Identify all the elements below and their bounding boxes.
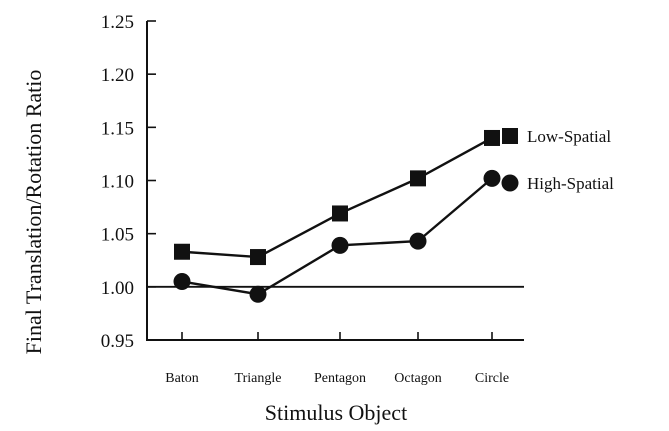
x-tick-label: Circle: [475, 371, 509, 386]
x-tick-label: Pentagon: [314, 371, 366, 386]
y-tick-label: 1.10: [101, 172, 134, 193]
x-axis-ticks: Baton Triangle Pentagon Octagon Circle: [165, 332, 509, 386]
legend-square-marker: [502, 128, 518, 144]
legend-label: High-Spatial: [527, 174, 614, 193]
y-axis-ticks: 0.95 1.00 1.05 1.10 1.15 1.20 1.25: [101, 12, 156, 352]
data-point-square: [174, 243, 190, 260]
x-axis-title: Stimulus Object: [265, 400, 407, 425]
y-tick-label: 1.15: [101, 118, 134, 139]
y-tick-label: 1.00: [101, 278, 134, 299]
data-point-circle: [249, 285, 267, 303]
y-tick-label: 1.25: [101, 12, 134, 33]
data-point-square: [332, 205, 348, 222]
legend: Low-Spatial High-Spatial: [501, 127, 614, 193]
series-layer: [173, 129, 501, 303]
y-tick-label: 1.20: [101, 65, 134, 86]
x-tick-label: Baton: [165, 371, 198, 386]
legend-circle-marker: [501, 174, 519, 192]
y-tick-label: 1.05: [101, 225, 134, 246]
y-axis-title: Final Translation/Rotation Ratio: [21, 70, 46, 355]
x-tick-label: Triangle: [235, 371, 282, 386]
legend-label: Low-Spatial: [527, 127, 611, 146]
data-point-circle: [483, 169, 501, 187]
y-tick-label: 0.95: [101, 331, 134, 352]
data-point-square: [410, 170, 426, 187]
axes-frame: [146, 21, 524, 341]
data-point-circle: [331, 236, 349, 254]
data-point-square: [250, 249, 266, 266]
data-point-circle: [173, 273, 191, 291]
x-tick-label: Octagon: [394, 371, 441, 386]
series-line-high-spatial: [181, 177, 493, 296]
data-point-square: [484, 129, 500, 146]
data-point-circle: [409, 232, 427, 250]
